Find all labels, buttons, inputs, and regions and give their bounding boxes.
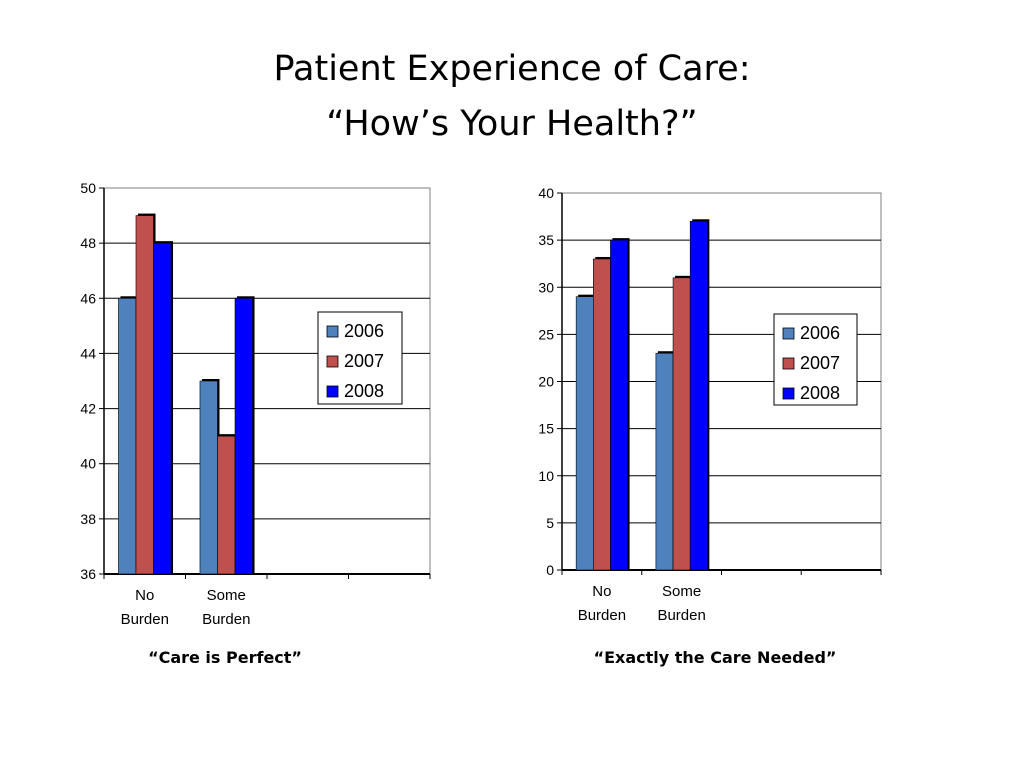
- y-tick-label: 50: [80, 180, 96, 196]
- bar-2008-2: [689, 220, 708, 571]
- care-is-perfect-caption: “Care is Perfect”: [148, 648, 302, 667]
- slide-title-line2: “How’s Your Health?”: [326, 104, 698, 144]
- legend-swatch-2008: [782, 387, 795, 400]
- y-tick-label: 25: [538, 326, 554, 342]
- legend-swatch-2006: [782, 327, 795, 340]
- category-label-line2: Burden: [121, 611, 169, 628]
- bar-2008-1: [153, 242, 172, 575]
- y-tick-label: 35: [538, 232, 554, 248]
- bar-2008-2: [234, 297, 253, 575]
- bar-2006-2: [655, 352, 674, 571]
- category-label-line1: Some: [207, 587, 246, 604]
- legend-label-2007: 2007: [800, 353, 840, 373]
- legend-label-2008: 2008: [800, 383, 840, 403]
- legend-swatch-2006: [326, 325, 339, 338]
- y-tick-label: 44: [80, 345, 96, 361]
- y-tick-label: 30: [538, 279, 554, 295]
- legend-label-2006: 2006: [344, 321, 384, 341]
- legend-label-2007: 2007: [344, 351, 384, 371]
- y-tick-label: 40: [80, 456, 96, 472]
- legend-swatch-2007: [782, 357, 795, 370]
- legend-swatch-2008: [326, 385, 339, 398]
- y-tick-label: 0: [546, 562, 554, 578]
- legend-label-2008: 2008: [344, 381, 384, 401]
- bar-2008-1: [610, 239, 628, 571]
- y-tick-label: 5: [546, 515, 554, 531]
- y-tick-label: 42: [80, 401, 96, 417]
- y-tick-label: 15: [538, 421, 554, 437]
- slide-title-line1: Patient Experience of Care:: [273, 49, 751, 89]
- y-tick-label: 40: [538, 185, 554, 201]
- y-tick-label: 20: [538, 374, 554, 390]
- y-tick-label: 38: [80, 511, 96, 527]
- category-label-line1: No: [135, 587, 154, 604]
- exactly-care-needed-caption: “Exactly the Care Needed”: [593, 648, 837, 667]
- bar-2007-2: [672, 277, 691, 571]
- category-label-line1: No: [592, 583, 611, 600]
- category-label-line2: Burden: [202, 611, 250, 628]
- y-tick-label: 48: [80, 235, 96, 251]
- category-label-line2: Burden: [578, 607, 626, 624]
- slide-title: Patient Experience of Care: “How’s Your …: [0, 42, 1024, 152]
- category-label-line2: Burden: [657, 607, 705, 624]
- bar-2007-1: [593, 258, 611, 571]
- y-tick-label: 36: [80, 566, 96, 582]
- y-tick-label: 46: [80, 290, 96, 306]
- legend-swatch-2007: [326, 355, 339, 368]
- bar-2006-1: [575, 296, 594, 571]
- category-label-line1: Some: [662, 583, 701, 600]
- y-tick-label: 10: [538, 468, 554, 484]
- legend-label-2006: 2006: [800, 323, 840, 343]
